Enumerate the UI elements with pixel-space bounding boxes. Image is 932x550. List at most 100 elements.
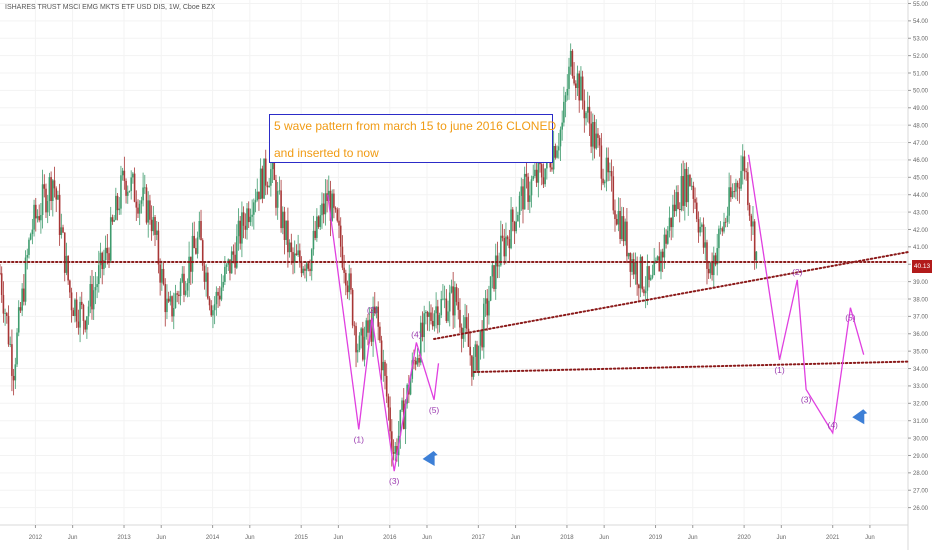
candle-body	[281, 211, 284, 229]
candle-body	[174, 293, 177, 308]
candle-body	[632, 259, 635, 275]
candle-body	[571, 50, 574, 76]
wave-label: (1)	[354, 434, 365, 444]
candle-body	[147, 200, 150, 223]
candle-body	[113, 219, 115, 222]
candle-body	[612, 176, 615, 211]
candle-body	[753, 221, 756, 261]
y-tick-label: 34.00	[913, 367, 929, 373]
candle-body	[440, 298, 443, 316]
candle-body	[137, 207, 139, 214]
wave-line-2	[747, 154, 865, 435]
candle-body	[695, 202, 698, 220]
candle-body	[270, 169, 272, 186]
candle-body	[375, 306, 378, 313]
candle-body	[651, 275, 654, 278]
candle-body	[638, 284, 640, 289]
candle-body	[445, 298, 448, 321]
candle-body	[167, 298, 170, 302]
candle-body	[213, 304, 216, 311]
candle-body	[343, 267, 345, 273]
candle-body	[367, 320, 369, 333]
y-tick-label: 35.00	[913, 349, 929, 355]
candle-body	[597, 133, 599, 138]
candle-body	[273, 161, 276, 180]
candle-body	[392, 452, 395, 454]
candle-body	[115, 195, 117, 220]
candle-body	[166, 298, 168, 313]
candle-body	[355, 326, 357, 353]
candle-body	[755, 251, 758, 261]
candle-body	[363, 336, 366, 360]
candle-body	[457, 301, 460, 310]
candle-body	[92, 290, 95, 310]
candle-body	[336, 209, 339, 221]
candle-body	[452, 286, 454, 316]
candle-body	[186, 283, 189, 291]
candle-body	[86, 316, 88, 330]
candle-body	[605, 157, 608, 182]
x-tick-label: Jun	[688, 535, 698, 541]
candle-body	[125, 180, 127, 196]
y-tick-label: 39.00	[913, 280, 929, 286]
candle-body	[508, 239, 511, 249]
candle-body	[235, 236, 238, 268]
candle-body	[350, 273, 352, 290]
candle-body	[721, 228, 724, 232]
candle-body	[682, 176, 684, 206]
candle-body	[368, 319, 371, 333]
candle-body	[643, 289, 645, 294]
candle-body	[617, 211, 620, 225]
candle-body	[162, 268, 165, 285]
candle-body	[610, 171, 613, 177]
candle-body	[701, 224, 703, 227]
candle-body	[423, 313, 425, 338]
wave-line-1	[327, 194, 440, 472]
y-tick-label: 30.00	[913, 436, 929, 442]
candle-body	[183, 273, 185, 295]
candle-body	[2, 294, 5, 314]
candle-body	[680, 176, 683, 211]
candle-body	[96, 284, 98, 288]
candle-body	[733, 191, 736, 192]
candle-body	[169, 296, 172, 302]
candle-body	[578, 73, 581, 101]
candle-body	[391, 431, 393, 453]
y-tick-label: 47.00	[913, 141, 929, 147]
y-tick-label: 27.00	[913, 489, 929, 495]
candle-body	[307, 263, 310, 269]
candle-body	[297, 250, 299, 256]
candle-body	[535, 169, 538, 183]
candle-body	[634, 261, 637, 275]
candle-body	[593, 122, 596, 149]
candle-body	[181, 273, 184, 282]
wave-label: (3)	[801, 394, 812, 404]
candle-body	[191, 235, 194, 272]
candle-body	[16, 332, 18, 365]
candle-body	[716, 248, 719, 265]
candle-body	[176, 293, 178, 295]
candle-body	[144, 187, 146, 189]
candle-body	[501, 235, 504, 239]
candle-body	[212, 310, 214, 316]
candle-body	[694, 198, 696, 203]
candle-body	[346, 285, 349, 293]
candle-body	[433, 313, 436, 327]
candle-body	[752, 221, 754, 227]
candle-body	[283, 211, 286, 240]
candle-body	[317, 216, 320, 227]
candle-body	[540, 164, 543, 178]
candle-body	[542, 177, 545, 185]
candle-body	[435, 306, 437, 314]
x-tick-label: 2017	[472, 535, 486, 541]
candle-body	[476, 344, 478, 371]
candle-body	[425, 311, 427, 314]
candle-body	[430, 312, 432, 321]
candle-body	[21, 288, 23, 311]
candle-body	[263, 158, 265, 199]
candle-body	[677, 192, 679, 210]
candle-body	[196, 237, 199, 254]
x-tick-label: Jun	[511, 535, 521, 541]
candle-body	[104, 247, 107, 260]
